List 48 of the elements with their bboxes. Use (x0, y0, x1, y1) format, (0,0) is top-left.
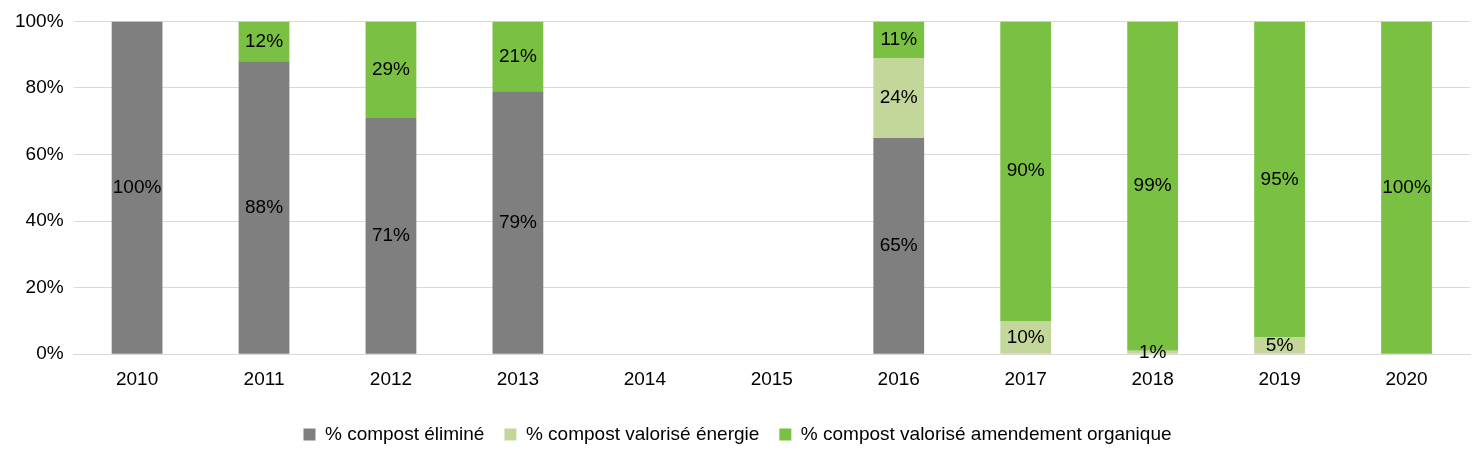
bar (492, 21, 544, 92)
bar (492, 91, 544, 354)
data-label: 1% (1138, 340, 1167, 362)
y-tick-label: 40% (25, 209, 64, 231)
data-label: 99% (1133, 174, 1172, 196)
data-label: 100% (1382, 175, 1431, 197)
legend-label: % compost valorisé amendement organique (800, 422, 1172, 444)
x-tick-label: 2017 (1004, 367, 1047, 389)
y-tick-label: 20% (25, 275, 64, 297)
data-label: 88% (245, 195, 284, 217)
data-label: 90% (1006, 159, 1045, 181)
bar (873, 58, 925, 138)
bar (365, 21, 417, 118)
bar (873, 137, 925, 354)
bar (111, 21, 163, 354)
data-label: 21% (498, 44, 538, 66)
y-tick-label: 100% (14, 9, 64, 31)
bar (365, 117, 417, 354)
data-label: 65% (879, 234, 918, 256)
data-label: 95% (1260, 167, 1299, 189)
bar (1381, 21, 1432, 354)
y-tick-label: 0% (36, 342, 64, 364)
data-label: 71% (371, 224, 411, 246)
x-tick-label: 2014 (623, 367, 667, 389)
bar (238, 61, 290, 354)
data-label: 11% (880, 27, 918, 49)
x-tick-label: 2016 (877, 367, 920, 389)
legend-label: % compost valorisé énergie (525, 422, 760, 444)
x-tick-label: 2018 (1131, 367, 1174, 389)
data-label: 79% (498, 210, 538, 232)
x-tick-label: 2015 (750, 367, 793, 389)
legend-label: % compost éliminé (324, 422, 485, 444)
data-label: 10% (1006, 325, 1045, 347)
y-tick-label: 60% (25, 142, 64, 164)
x-tick-label: 2013 (496, 367, 540, 389)
data-label: 100% (112, 175, 162, 197)
x-tick-label: 2012 (369, 367, 413, 389)
data-label: 24% (879, 86, 918, 108)
data-label: 29% (371, 57, 411, 79)
bar (1000, 21, 1052, 321)
data-label: 12% (245, 29, 284, 51)
x-tick-label: 2019 (1258, 367, 1301, 389)
x-tick-label: 2020 (1385, 367, 1428, 389)
y-tick-label: 80% (25, 76, 64, 98)
x-tick-label: 2010 (115, 367, 159, 389)
x-tick-label: 2011 (243, 367, 285, 389)
bar (1254, 21, 1305, 338)
data-label: 5% (1265, 333, 1294, 355)
